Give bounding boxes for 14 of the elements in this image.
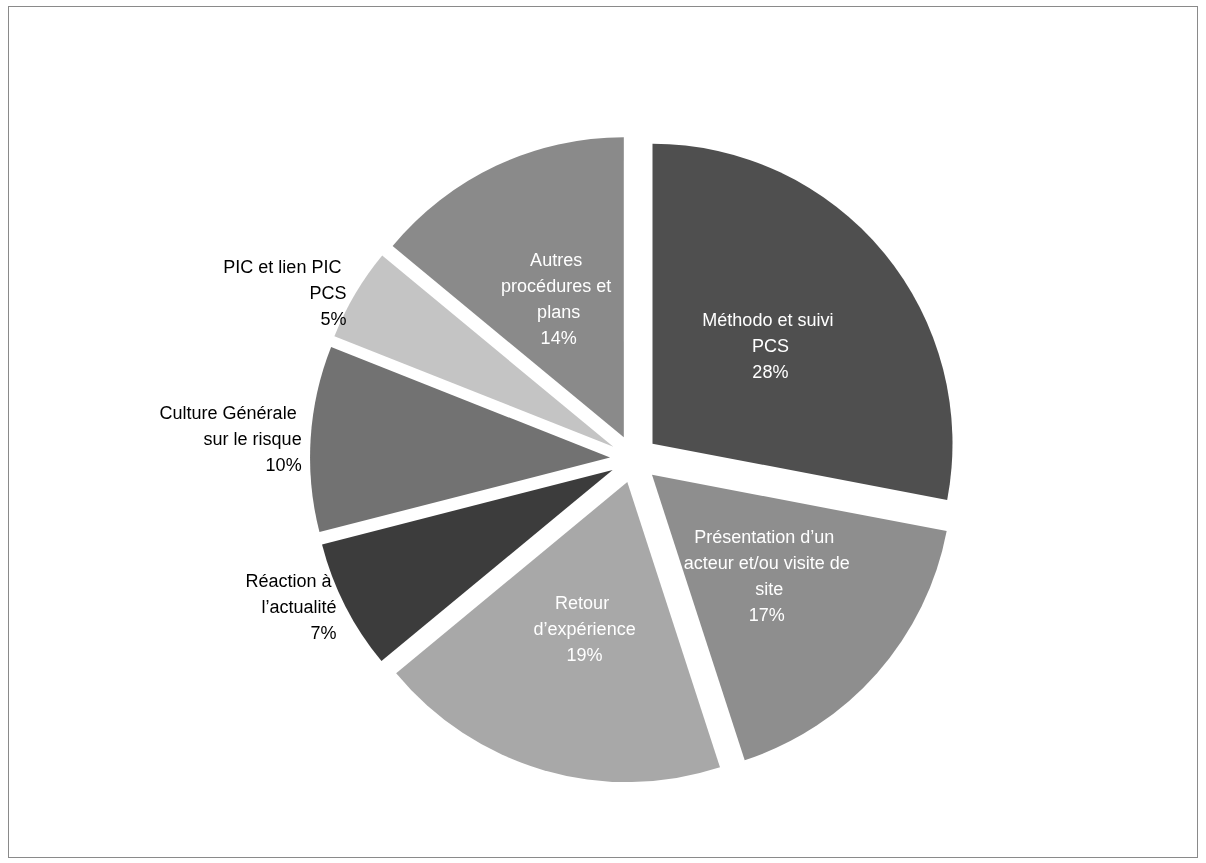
slice-label: Culture Générale sur le risque <box>159 402 302 449</box>
slice-label: Autres procédures et plans <box>501 249 617 322</box>
data-label: 19% <box>566 644 603 665</box>
slice-label: Réaction à l’actualité <box>245 571 337 617</box>
data-label: 7% <box>310 623 337 643</box>
data-label: 28% <box>752 362 789 383</box>
data-label: 14% <box>540 327 577 348</box>
slice-label: Retour d’expérience <box>533 592 636 639</box>
slice-label: Présentation d’un acteur et/ou visite de site <box>683 527 850 600</box>
data-label: 17% <box>748 605 785 626</box>
data-label: 5% <box>320 309 347 330</box>
slice-label: PIC et lien PIC PCS <box>223 257 347 304</box>
slice-label: Méthodo et suivi PCS <box>702 310 839 357</box>
data-label: 10% <box>265 454 302 475</box>
